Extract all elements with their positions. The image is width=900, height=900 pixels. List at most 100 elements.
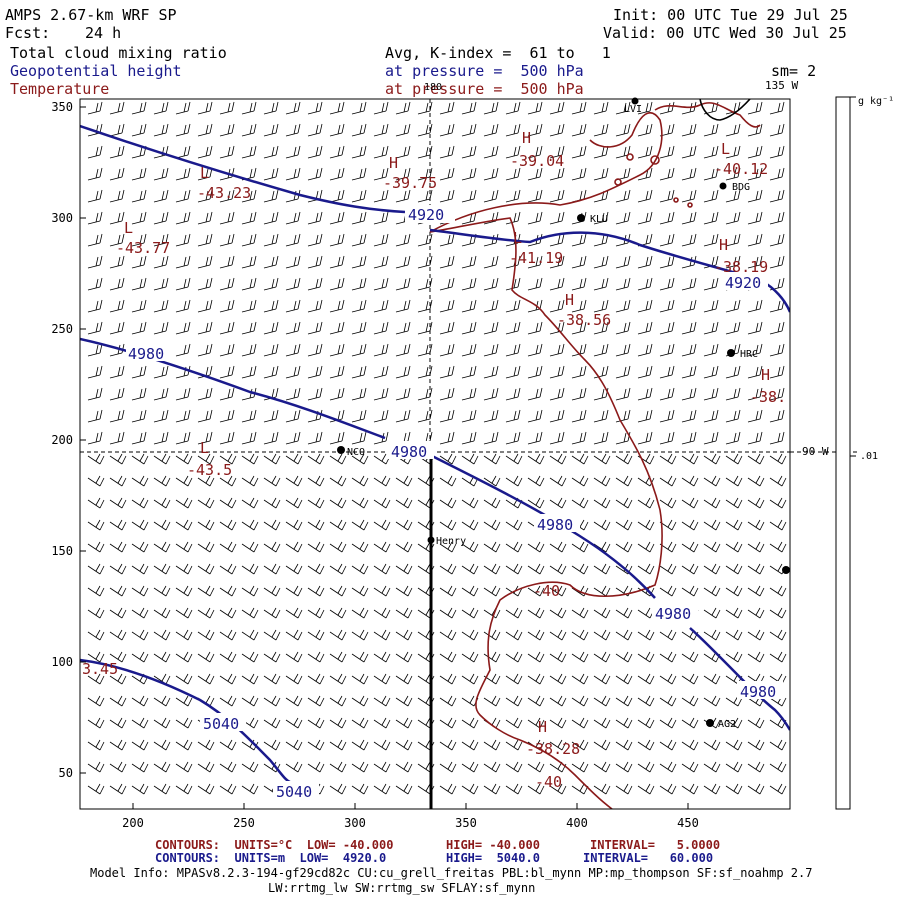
wind-barb xyxy=(483,365,499,379)
wind-barb xyxy=(615,365,631,379)
wind-barb xyxy=(373,365,389,379)
wind-barb xyxy=(659,475,677,487)
wind-barb xyxy=(153,321,169,335)
wind-barb xyxy=(219,541,237,553)
wind-barb xyxy=(593,585,611,597)
wind-barb xyxy=(461,541,479,553)
wind-barb xyxy=(351,431,367,445)
high-marker: H xyxy=(538,718,547,736)
wind-barb xyxy=(263,299,279,313)
wind-barb xyxy=(153,629,171,641)
wind-barb xyxy=(417,299,433,313)
pressure-height: at pressure = 500 hPa xyxy=(385,62,584,80)
wind-barb xyxy=(197,629,215,641)
wind-barb xyxy=(153,519,171,531)
wind-barb xyxy=(439,277,455,291)
wind-barb xyxy=(307,123,323,137)
wind-barb xyxy=(483,541,501,553)
wind-barb xyxy=(241,321,257,335)
wind-barb xyxy=(197,475,215,487)
wind-barb xyxy=(87,277,103,291)
wind-barb xyxy=(395,651,413,663)
wind-barb xyxy=(703,211,719,225)
wind-barb xyxy=(109,321,125,335)
wind-barb xyxy=(263,255,279,269)
temp-label: -38.19 xyxy=(714,258,768,276)
wind-barb xyxy=(439,563,457,575)
wind-barb xyxy=(681,101,697,115)
wind-barb xyxy=(329,651,347,663)
wind-barb xyxy=(109,233,125,247)
wind-barb xyxy=(329,101,345,115)
wind-barb xyxy=(285,739,303,751)
wind-barb xyxy=(637,211,653,225)
wind-barb xyxy=(527,255,543,269)
wind-barb xyxy=(285,585,303,597)
wind-barb xyxy=(593,739,611,751)
wind-barb xyxy=(439,387,455,401)
wind-barb xyxy=(87,189,103,203)
x-axis-ticks xyxy=(132,803,689,809)
wind-barb xyxy=(703,783,721,795)
wind-barb xyxy=(417,167,433,181)
wind-barb xyxy=(461,629,479,641)
wind-barb xyxy=(285,695,303,707)
wind-barb xyxy=(219,431,235,445)
temp-label: -39.75 xyxy=(383,174,437,192)
wind-barb xyxy=(131,167,147,181)
wind-barb xyxy=(307,475,325,487)
k-index-avg: Avg, K-index = 61 to 1 xyxy=(385,44,611,62)
wind-barb xyxy=(263,607,281,619)
wind-barb xyxy=(527,651,545,663)
wind-barb xyxy=(109,563,127,575)
wind-barb xyxy=(549,673,567,685)
wind-barb xyxy=(747,497,765,509)
wind-barb xyxy=(725,431,741,445)
wind-barb xyxy=(197,387,213,401)
wind-barb xyxy=(263,431,279,445)
wind-barb xyxy=(373,167,389,181)
wind-barb xyxy=(285,101,301,115)
wind-barb xyxy=(527,365,543,379)
wind-barb xyxy=(571,607,589,619)
wind-barb xyxy=(87,673,105,685)
wind-barb xyxy=(527,123,543,137)
wind-barb xyxy=(439,431,455,445)
wind-barb xyxy=(307,255,323,269)
wind-barb xyxy=(373,783,391,795)
wind-barb xyxy=(703,343,719,357)
wind-barb xyxy=(659,365,675,379)
wind-barb xyxy=(527,167,543,181)
wind-barb xyxy=(351,563,369,575)
wind-barb xyxy=(659,761,677,773)
temp-contour-high: HIGH= -40.000 xyxy=(446,838,540,852)
wind-barb xyxy=(549,277,565,291)
wind-barb xyxy=(549,409,565,423)
wind-barb xyxy=(285,651,303,663)
wind-barb xyxy=(285,321,301,335)
wind-barb xyxy=(681,717,699,729)
wind-barb xyxy=(681,783,699,795)
wind-barb xyxy=(571,717,589,729)
wind-barb xyxy=(307,321,323,335)
wind-barb xyxy=(725,409,741,423)
wind-barb xyxy=(131,563,149,575)
height-label: 4980 xyxy=(655,605,691,623)
wind-barb xyxy=(483,761,501,773)
high-marker: H xyxy=(719,236,728,254)
y-tick-label: 150 xyxy=(51,544,73,558)
wind-barb xyxy=(351,321,367,335)
wind-barb xyxy=(87,783,105,795)
wind-barb xyxy=(175,717,193,729)
wind-barb xyxy=(483,651,501,663)
wind-barb xyxy=(285,255,301,269)
wind-barb xyxy=(681,475,699,487)
wind-barb xyxy=(703,145,719,159)
wind-barb xyxy=(593,629,611,641)
wind-barb xyxy=(439,761,457,773)
wind-barb xyxy=(351,497,369,509)
wind-barb xyxy=(549,365,565,379)
wind-barb xyxy=(461,563,479,575)
wind-barb xyxy=(681,167,697,181)
wind-barb xyxy=(505,519,523,531)
